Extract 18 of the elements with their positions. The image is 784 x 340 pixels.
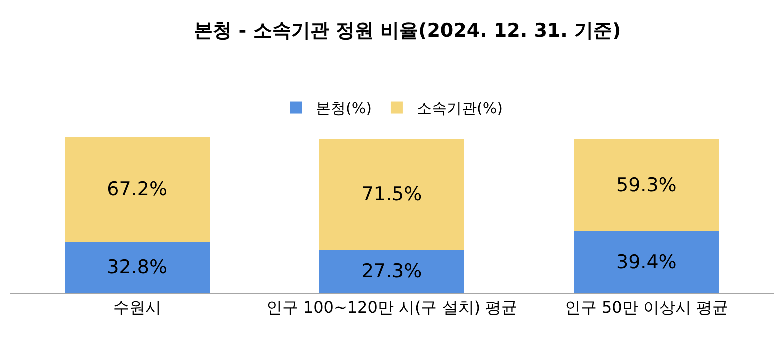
bar	[574, 232, 720, 293]
data-label: 27.3%	[362, 260, 422, 283]
data-label: 67.2%	[107, 178, 168, 200]
bar	[319, 250, 465, 293]
x-tick-label: 인구 100~120만 시(구 설치) 평균	[266, 298, 518, 318]
data-label: 71.5%	[362, 184, 422, 206]
legend-label: 본청(%)	[316, 100, 372, 118]
chart-title: 본청 - 소속기관 정원 비율(2024. 12. 31. 기준)	[194, 20, 622, 42]
x-tick-label: 인구 50만 이상시 평균	[564, 298, 728, 318]
data-label: 32.8%	[107, 256, 168, 278]
legend-label: 소속기관(%)	[416, 100, 503, 118]
data-label: 59.3%	[616, 174, 677, 196]
bar	[574, 139, 720, 232]
bar	[319, 138, 465, 250]
x-tick-label: 수원시	[113, 298, 162, 318]
bar	[64, 242, 210, 293]
bar	[64, 137, 210, 242]
data-label: 39.4%	[616, 251, 677, 274]
